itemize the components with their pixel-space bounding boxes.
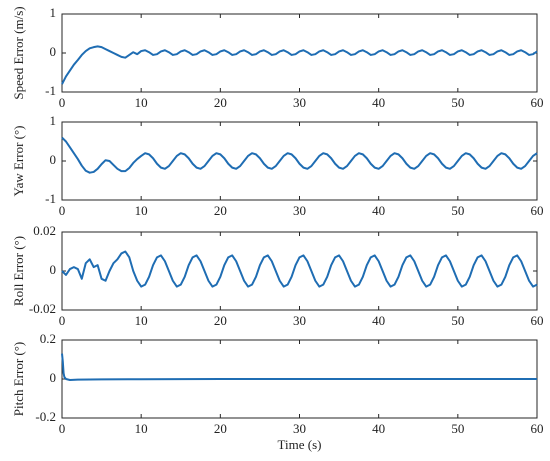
x-tick-label: 20: [214, 313, 227, 328]
x-tick-label: 0: [59, 95, 66, 110]
data-line: [61, 45, 538, 85]
x-tick-label: 10: [135, 421, 148, 436]
y-tick-label: 0.02: [33, 223, 56, 238]
x-tick-label: 30: [293, 313, 306, 328]
x-tick-label: 30: [293, 421, 306, 436]
y-tick-label: -1: [45, 191, 56, 206]
y-tick-label: 0: [50, 44, 57, 59]
x-tick-label: 30: [293, 203, 306, 218]
x-tick-label: 20: [214, 95, 227, 110]
y-axis-label: Roll Error (°): [11, 236, 26, 306]
x-tick-label: 0: [59, 421, 66, 436]
y-tick-label: 0: [50, 370, 57, 385]
x-tick-label: 50: [451, 313, 464, 328]
y-tick-label: 0: [50, 262, 57, 277]
y-tick-label: 0.2: [40, 331, 56, 346]
x-tick-label: 20: [214, 421, 227, 436]
x-tick-label: 60: [531, 313, 544, 328]
x-tick-label: 50: [451, 203, 464, 218]
x-tick-label: 0: [59, 203, 66, 218]
x-tick-label: 10: [135, 313, 148, 328]
data-line: [61, 136, 538, 174]
y-tick-label: -0.2: [35, 409, 56, 424]
x-tick-label: 40: [372, 203, 385, 218]
plot-frame: [61, 121, 538, 201]
x-tick-label: 0: [59, 313, 66, 328]
x-tick-label: 60: [531, 95, 544, 110]
y-tick-label: 1: [50, 113, 57, 128]
x-tick-label: 10: [135, 203, 148, 218]
x-axis-label: Time (s): [278, 437, 322, 452]
y-tick-label: -1: [45, 83, 56, 98]
y-tick-label: 0: [50, 152, 57, 167]
data-line: [61, 250, 538, 288]
x-tick-label: 20: [214, 203, 227, 218]
x-tick-label: 60: [531, 203, 544, 218]
x-tick-label: 50: [451, 95, 464, 110]
x-tick-label: 50: [451, 421, 464, 436]
y-axis-label: Yaw Error (°): [11, 125, 26, 196]
x-tick-label: 40: [372, 95, 385, 110]
x-tick-label: 40: [372, 421, 385, 436]
x-tick-label: 40: [372, 313, 385, 328]
x-tick-label: 30: [293, 95, 306, 110]
data-line: [61, 353, 537, 381]
x-tick-label: 10: [135, 95, 148, 110]
x-tick-label: 60: [531, 421, 544, 436]
y-tick-label: 1: [50, 5, 57, 20]
y-axis-label: Pitch Error (°): [11, 342, 26, 417]
y-tick-label: -0.02: [29, 301, 56, 316]
y-axis-label: Speed Error (m/s): [11, 6, 26, 99]
